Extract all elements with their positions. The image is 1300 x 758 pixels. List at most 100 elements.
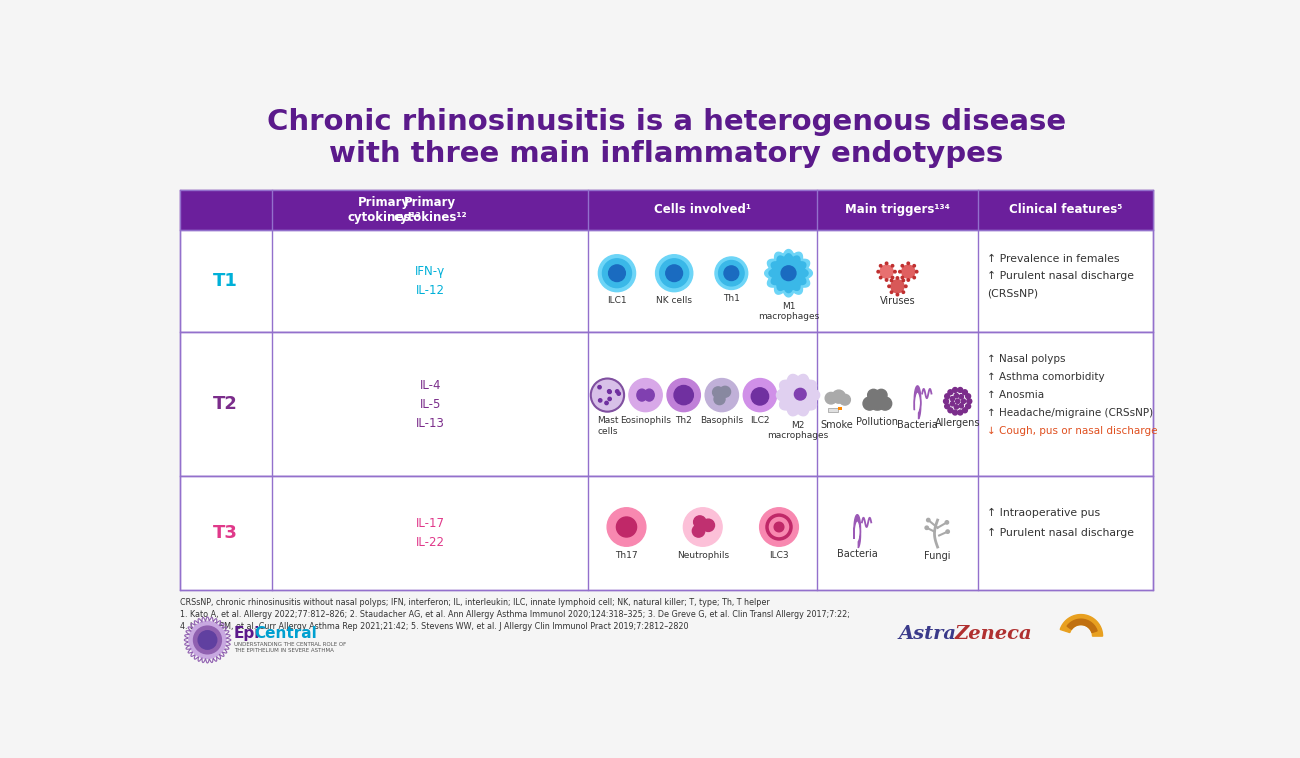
- Circle shape: [868, 393, 887, 410]
- Circle shape: [945, 393, 950, 399]
- Text: Clinical features⁵: Clinical features⁵: [1009, 203, 1122, 216]
- Text: Primary
cytokines¹²: Primary cytokines¹²: [347, 196, 421, 224]
- Circle shape: [705, 378, 738, 412]
- Circle shape: [892, 265, 893, 267]
- Circle shape: [878, 271, 880, 273]
- Circle shape: [902, 265, 915, 278]
- Circle shape: [744, 378, 776, 412]
- Circle shape: [891, 279, 893, 282]
- Circle shape: [590, 378, 624, 412]
- Polygon shape: [854, 515, 861, 548]
- Circle shape: [194, 626, 221, 654]
- Circle shape: [885, 262, 888, 265]
- Circle shape: [945, 404, 950, 409]
- Circle shape: [666, 265, 682, 281]
- Circle shape: [891, 280, 904, 293]
- Bar: [828, 408, 838, 412]
- Circle shape: [927, 518, 930, 522]
- Polygon shape: [1061, 615, 1102, 636]
- Text: IFN-γ
IL-12: IFN-γ IL-12: [415, 265, 446, 297]
- Circle shape: [607, 508, 646, 547]
- Circle shape: [950, 396, 954, 401]
- Text: Bacteria: Bacteria: [897, 420, 937, 430]
- Text: ↑ Purulent nasal discharge: ↑ Purulent nasal discharge: [987, 528, 1134, 538]
- Circle shape: [879, 265, 881, 267]
- Circle shape: [959, 403, 963, 408]
- Text: M2
macrophages: M2 macrophages: [767, 421, 828, 440]
- Text: ILC3: ILC3: [770, 551, 789, 560]
- Text: ↑ Anosmia: ↑ Anosmia: [987, 390, 1044, 400]
- Text: with three main inflammatory endotypes: with three main inflammatory endotypes: [329, 140, 1004, 168]
- Circle shape: [616, 517, 637, 537]
- Text: ILC1: ILC1: [607, 296, 627, 305]
- Circle shape: [950, 402, 954, 406]
- Circle shape: [832, 390, 845, 403]
- Circle shape: [902, 291, 905, 293]
- Text: 1. Kato A, et al. Allergy 2022;77:812–826; 2. Staudacher AG, et al. Ann Allergy : 1. Kato A, et al. Allergy 2022;77:812–82…: [179, 610, 849, 619]
- Circle shape: [840, 394, 850, 405]
- Circle shape: [915, 271, 918, 273]
- Circle shape: [896, 277, 898, 279]
- Text: Chronic rhinosinusitis is a heterogenous disease: Chronic rhinosinusitis is a heterogenous…: [266, 108, 1066, 136]
- Text: Pollution: Pollution: [857, 417, 898, 427]
- Circle shape: [715, 257, 748, 290]
- Circle shape: [896, 293, 898, 296]
- Circle shape: [956, 399, 959, 403]
- Circle shape: [659, 258, 689, 287]
- Circle shape: [607, 390, 611, 393]
- Circle shape: [602, 258, 632, 287]
- Circle shape: [879, 277, 881, 279]
- Polygon shape: [764, 249, 812, 297]
- Circle shape: [898, 271, 901, 273]
- Circle shape: [948, 408, 953, 413]
- Circle shape: [902, 279, 905, 282]
- Circle shape: [958, 387, 963, 393]
- Circle shape: [891, 291, 893, 293]
- Circle shape: [618, 392, 620, 395]
- Circle shape: [907, 279, 910, 281]
- Circle shape: [604, 401, 608, 405]
- Text: CRSsNP, chronic rhinosinusitis without nasal polyps; IFN, interferon; IL, interl: CRSsNP, chronic rhinosinusitis without n…: [179, 597, 770, 606]
- Circle shape: [826, 393, 837, 404]
- Text: Cells involved¹: Cells involved¹: [654, 203, 751, 216]
- Circle shape: [926, 526, 928, 530]
- Circle shape: [608, 390, 611, 393]
- Circle shape: [879, 397, 892, 410]
- Text: Main triggers¹³⁴: Main triggers¹³⁴: [845, 203, 950, 216]
- Circle shape: [888, 285, 891, 287]
- Circle shape: [893, 271, 896, 273]
- Circle shape: [901, 277, 904, 279]
- Text: ↓ Cough, pus or nasal discharge: ↓ Cough, pus or nasal discharge: [987, 427, 1157, 437]
- Bar: [179, 332, 1153, 477]
- Circle shape: [655, 255, 693, 292]
- Circle shape: [966, 404, 971, 409]
- Text: UNDERSTANDING THE CENTRAL ROLE OF
THE EPITHELIUM IN SEVERE ASTHMA: UNDERSTANDING THE CENTRAL ROLE OF THE EP…: [234, 642, 346, 653]
- Text: IL-4
IL-5
IL-13: IL-4 IL-5 IL-13: [416, 379, 445, 430]
- Text: ↑ Purulent nasal discharge: ↑ Purulent nasal discharge: [987, 271, 1134, 281]
- Circle shape: [775, 522, 784, 532]
- Bar: [838, 407, 842, 411]
- Ellipse shape: [645, 389, 654, 401]
- Bar: [179, 230, 1153, 332]
- Circle shape: [875, 390, 887, 401]
- Circle shape: [967, 399, 972, 404]
- Circle shape: [719, 261, 744, 286]
- Circle shape: [962, 390, 967, 395]
- Text: NK cells: NK cells: [656, 296, 692, 305]
- Circle shape: [944, 399, 949, 404]
- Circle shape: [885, 279, 888, 281]
- Circle shape: [907, 262, 910, 265]
- Circle shape: [629, 378, 662, 412]
- Circle shape: [759, 508, 798, 547]
- Text: ↑ Prevalence in females: ↑ Prevalence in females: [987, 255, 1119, 265]
- Text: Viruses: Viruses: [880, 296, 915, 305]
- Text: ↑ Nasal polyps: ↑ Nasal polyps: [987, 354, 1066, 364]
- Text: 4. Leland EM, et al. Curr Allergy Asthma Rep 2021;21:42; 5. Stevens WW, et al. J: 4. Leland EM, et al. Curr Allergy Asthma…: [179, 622, 688, 631]
- Circle shape: [598, 255, 636, 292]
- Text: ILC2: ILC2: [750, 416, 770, 425]
- Circle shape: [953, 410, 958, 415]
- Circle shape: [667, 378, 701, 412]
- Text: ↑ Headache/migraine (CRSsNP): ↑ Headache/migraine (CRSsNP): [987, 409, 1153, 418]
- Circle shape: [720, 387, 731, 397]
- Text: Basophils: Basophils: [701, 416, 744, 425]
